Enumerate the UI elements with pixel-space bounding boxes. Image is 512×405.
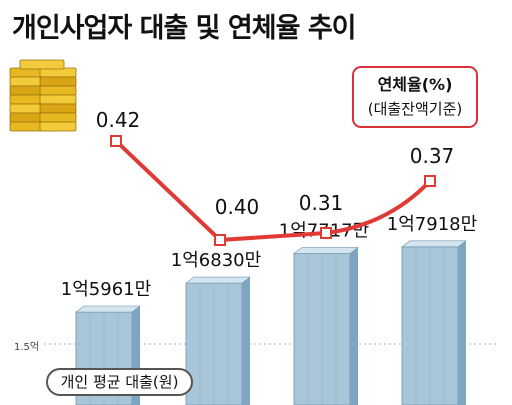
- bar-legend: 개인 평균 대출(원): [46, 368, 193, 396]
- bar-data-label: 1억7918만: [387, 214, 477, 235]
- series-line: [114, 139, 432, 242]
- line-point: [214, 234, 226, 246]
- bar-top: [185, 276, 251, 284]
- bar-top: [401, 240, 467, 248]
- bar-side: [458, 240, 466, 405]
- reference-line-label: 1.5억: [14, 342, 40, 353]
- bar-data-label: 1억5961만: [61, 279, 151, 300]
- line-series: 0.42 0.40 0.31 0.37: [96, 108, 455, 246]
- chart-title: 개인사업자 대출 및 연체율 추이: [12, 13, 357, 44]
- bar-data-label: 1억6830만: [171, 250, 261, 271]
- bar-top: [293, 247, 359, 254]
- line-data-label: 0.42: [96, 108, 141, 132]
- line-data-label: 0.31: [299, 191, 344, 215]
- line-legend-title: 연체율(%): [377, 75, 453, 94]
- line-point: [110, 135, 122, 147]
- line-legend-subtitle: (대출잔액기준): [367, 100, 463, 118]
- bar-top: [75, 305, 141, 313]
- bar-side: [242, 277, 250, 405]
- bar-side: [350, 247, 358, 405]
- bar: 1억7717만: [279, 221, 369, 405]
- line-point: [320, 227, 332, 239]
- line-data-label: 0.37: [410, 144, 455, 168]
- money-stack-icon: [9, 59, 77, 132]
- line-legend: 연체율(%) (대출잔액기준): [352, 66, 478, 128]
- line-data-label: 0.40: [215, 195, 260, 219]
- line-point: [424, 175, 436, 187]
- bar: 1억6830만: [171, 250, 261, 405]
- bar: 1억7918만: [387, 214, 477, 405]
